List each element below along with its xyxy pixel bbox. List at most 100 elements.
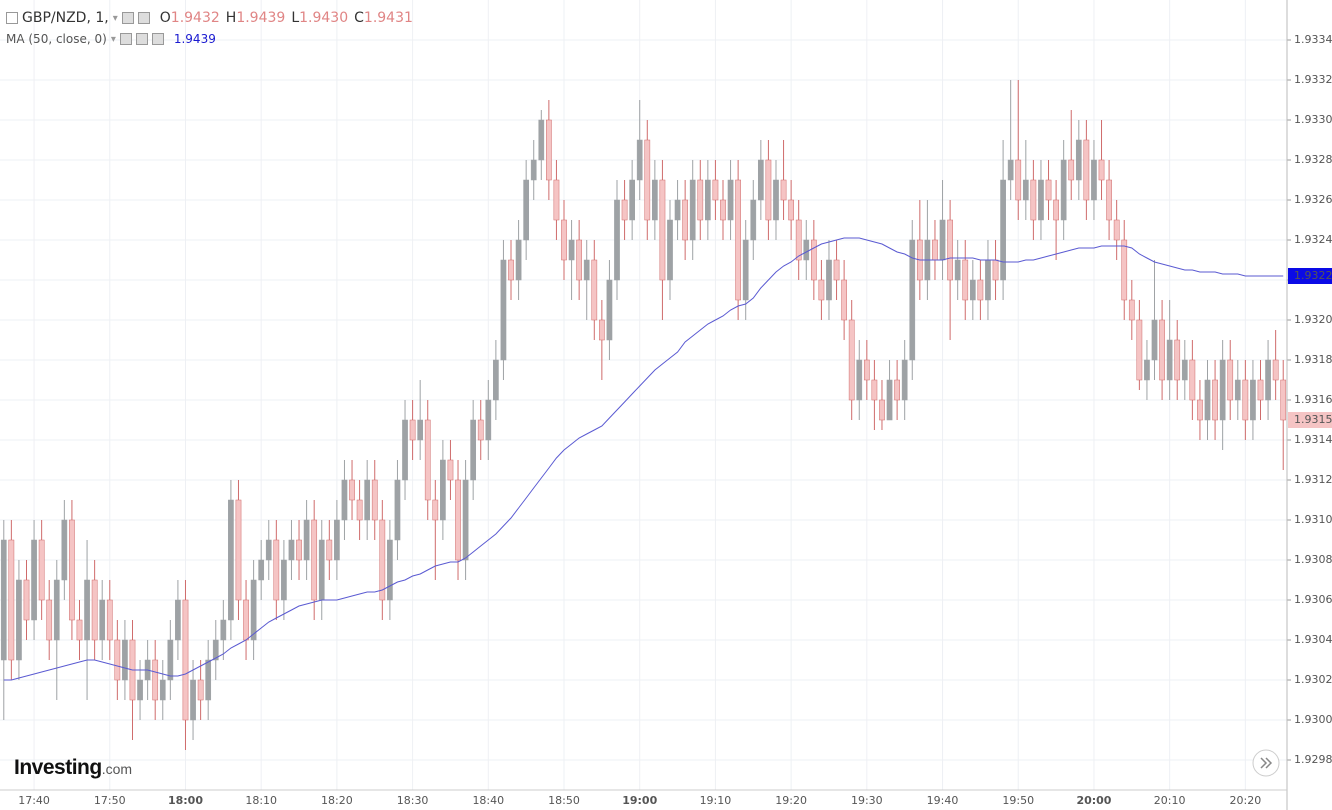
candle-body (296, 539, 302, 561)
candle-body (826, 259, 832, 301)
ma-price-marker (1288, 268, 1332, 284)
candle (485, 380, 492, 460)
candle (530, 140, 537, 200)
candle-body (644, 139, 651, 221)
candle (0, 520, 7, 720)
candle-body (894, 379, 900, 401)
candle-body (493, 359, 499, 401)
candle (826, 240, 832, 320)
candle (591, 240, 598, 340)
candle (432, 480, 439, 580)
candle-body (76, 619, 83, 641)
candle (833, 240, 840, 300)
settings-icon[interactable] (121, 12, 134, 24)
candle (901, 340, 908, 420)
x-tick-label: 19:10 (700, 794, 732, 807)
candle-body (371, 479, 378, 521)
candle (402, 400, 408, 500)
candle (1280, 360, 1287, 470)
candle (16, 560, 22, 680)
ohlc-key: H (225, 10, 237, 26)
candle (220, 600, 227, 660)
candle-body (175, 599, 181, 641)
candle (1068, 110, 1075, 200)
candle-body (0, 539, 7, 661)
candle-body (1197, 399, 1203, 421)
candle-body (281, 559, 287, 601)
candle-body (659, 179, 666, 281)
logo-suffix: .com (101, 761, 133, 777)
candle (924, 200, 931, 300)
candle (114, 620, 121, 700)
candle-body (697, 179, 704, 221)
candle (803, 220, 810, 280)
candle (909, 220, 916, 380)
ohlc-value: 1.9432 (170, 10, 220, 26)
candle (636, 100, 643, 200)
candle-body (1265, 359, 1271, 401)
candle-body (485, 399, 492, 441)
candle-body (205, 659, 212, 701)
candle (1106, 160, 1112, 240)
settings-icon[interactable] (137, 12, 150, 24)
candle (894, 360, 900, 420)
candle-body (1234, 379, 1241, 401)
candle-body (265, 539, 272, 561)
candle (750, 180, 757, 260)
candle-body (1038, 179, 1044, 221)
candle (1242, 360, 1249, 440)
settings-icon[interactable] (135, 33, 148, 45)
candle (1204, 360, 1211, 440)
dropdown-arrow[interactable]: ▾ (110, 33, 116, 45)
candle-body (1250, 379, 1256, 421)
candle (606, 260, 613, 360)
candle (106, 580, 113, 660)
candle (1030, 160, 1037, 240)
candle (689, 160, 696, 260)
candle (1113, 200, 1120, 260)
candle-body (477, 419, 484, 441)
candle-body (667, 219, 673, 281)
candle (69, 500, 75, 640)
candle-body (1151, 319, 1158, 361)
candle-body (106, 599, 113, 641)
candle-body (1227, 359, 1234, 401)
candle (1197, 380, 1203, 440)
scroll-right-button[interactable] (1252, 749, 1280, 777)
dropdown-arrow[interactable]: ▾ (112, 12, 118, 24)
x-tick-label: 18:00 (168, 794, 203, 807)
candle (810, 220, 817, 300)
candle (31, 520, 37, 640)
candle (440, 440, 446, 540)
candle (417, 380, 424, 460)
candle-body (318, 539, 325, 601)
candle (470, 400, 477, 500)
settings-icon[interactable] (119, 33, 132, 45)
candle (515, 220, 522, 300)
candle-body (833, 259, 840, 281)
candle (1045, 160, 1052, 220)
candle (757, 140, 764, 220)
candle (712, 160, 719, 220)
candle (508, 240, 514, 300)
candle-body (379, 519, 386, 601)
candle-body (742, 239, 749, 301)
candle-body (712, 179, 719, 201)
close-icon[interactable] (151, 33, 164, 45)
candle (841, 260, 847, 340)
candle-body (954, 259, 961, 281)
collapse-icon[interactable] (6, 12, 18, 24)
ohlc-value: 1.9430 (299, 10, 349, 26)
candle-body (235, 499, 242, 601)
candle (477, 400, 484, 460)
y-tick-label: 1.9312 (1294, 473, 1332, 486)
candle-body (705, 179, 711, 221)
candle-body (1219, 359, 1226, 421)
candle (697, 160, 704, 240)
y-tick-label: 1.9318 (1294, 353, 1332, 366)
candle (296, 520, 302, 580)
candle-body (856, 359, 863, 401)
candle (1181, 340, 1188, 400)
candle (394, 460, 401, 560)
candle-body (553, 179, 560, 221)
